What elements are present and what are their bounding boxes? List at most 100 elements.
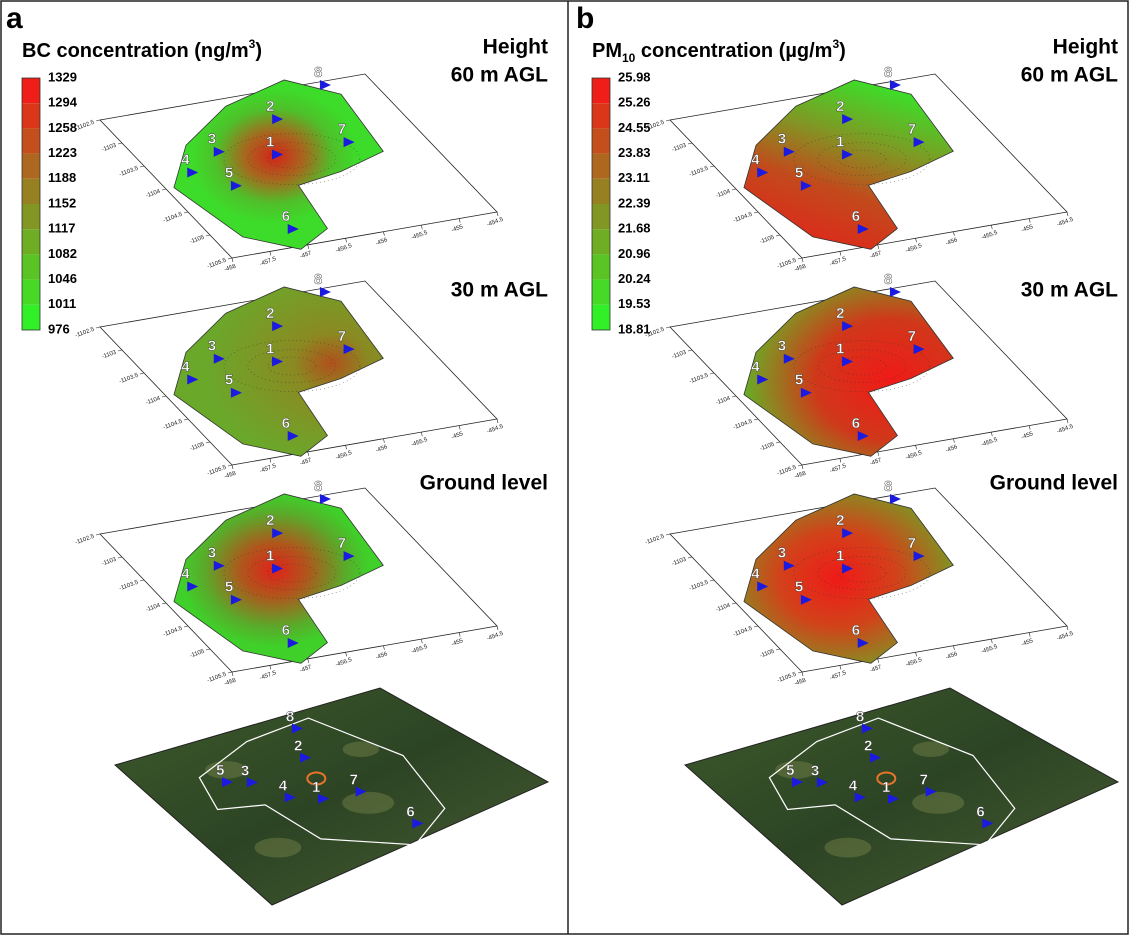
axis-tick bbox=[991, 639, 992, 643]
station-label: 4 bbox=[181, 565, 190, 582]
station-label: 5 bbox=[225, 579, 233, 596]
axis-tick bbox=[459, 633, 460, 637]
axis-tick bbox=[840, 458, 841, 462]
legend-label: 21.68 bbox=[618, 221, 651, 236]
axis-tick bbox=[308, 659, 309, 663]
axis-tick bbox=[1067, 626, 1068, 630]
legend-swatch bbox=[22, 78, 40, 103]
station-label: 8 bbox=[884, 271, 892, 288]
station-label: 2 bbox=[836, 98, 844, 115]
title-part: 10 bbox=[622, 51, 636, 65]
legend-swatch bbox=[592, 154, 610, 179]
station-label: 8 bbox=[286, 708, 294, 725]
axis-tick bbox=[162, 603, 166, 604]
axis-label: -1103.5 bbox=[688, 372, 709, 385]
station-label: 5 bbox=[216, 762, 224, 779]
axis-label: -1103 bbox=[671, 556, 688, 567]
axis-tick bbox=[232, 258, 233, 262]
title-part: ) bbox=[255, 40, 262, 62]
legend-swatch bbox=[22, 128, 40, 153]
axis-label: -1105 bbox=[759, 441, 776, 452]
axis-tick bbox=[916, 652, 917, 656]
axis-tick bbox=[232, 465, 233, 469]
legend-label: 1152 bbox=[48, 195, 76, 210]
station-label: 8 bbox=[314, 271, 322, 288]
axis-label: -456.5 bbox=[905, 657, 924, 669]
axis-label: -455.5 bbox=[980, 644, 999, 656]
legend-label: 20.24 bbox=[618, 271, 651, 286]
axis-tick bbox=[206, 235, 210, 236]
axis-label: -454.5 bbox=[486, 424, 505, 436]
legend-swatch bbox=[22, 229, 40, 254]
station-label: 7 bbox=[908, 535, 916, 552]
legend-swatch bbox=[592, 254, 610, 279]
station-label: 6 bbox=[282, 208, 290, 225]
axis-label: -458 bbox=[794, 470, 808, 480]
axis-tick bbox=[710, 373, 714, 374]
axis-tick bbox=[228, 672, 232, 673]
station-label: 1 bbox=[312, 779, 320, 796]
axis-tick bbox=[232, 672, 233, 676]
field-patch bbox=[342, 792, 394, 814]
axis-tick bbox=[1029, 633, 1030, 637]
station-label: 3 bbox=[778, 545, 786, 562]
station-label: 7 bbox=[350, 772, 358, 789]
station-label: 1 bbox=[266, 547, 274, 564]
axis-label: -458 bbox=[794, 677, 808, 687]
legend-swatch bbox=[22, 103, 40, 128]
axis-label: -1104 bbox=[145, 395, 162, 406]
axis-tick bbox=[459, 219, 460, 223]
axis-tick bbox=[1029, 219, 1030, 223]
axis-label: -1103 bbox=[101, 349, 118, 360]
axis-tick bbox=[688, 557, 692, 558]
axis-label: -455 bbox=[1021, 224, 1035, 234]
legend-swatch bbox=[22, 179, 40, 204]
axis-label: -458 bbox=[794, 263, 808, 273]
title-part: ) bbox=[839, 40, 846, 62]
axis-tick bbox=[776, 235, 780, 236]
axis-tick bbox=[206, 649, 210, 650]
station-label: 1 bbox=[836, 133, 844, 150]
axis-label: -1104.5 bbox=[162, 418, 183, 431]
axis-tick bbox=[96, 327, 100, 328]
axis-tick bbox=[710, 166, 714, 167]
axis-label: -456.5 bbox=[335, 657, 354, 669]
station-label: 7 bbox=[908, 328, 916, 345]
axis-label: -1105 bbox=[759, 234, 776, 245]
axis-label: -458 bbox=[224, 677, 238, 687]
axis-label: -458 bbox=[224, 263, 238, 273]
station-label: 3 bbox=[811, 762, 819, 779]
axis-label: -1104.5 bbox=[732, 625, 753, 638]
axis-label: -455.5 bbox=[410, 437, 429, 449]
field-patch bbox=[912, 792, 964, 814]
station-label: 3 bbox=[208, 131, 216, 148]
legend-swatch bbox=[22, 280, 40, 305]
axis-label: -1104 bbox=[715, 395, 732, 406]
axis-label: -1105 bbox=[759, 648, 776, 659]
axis-tick bbox=[1029, 426, 1030, 430]
axis-label: -457.5 bbox=[829, 256, 848, 268]
panel-letter: b bbox=[576, 2, 594, 35]
axis-label: -1104.5 bbox=[732, 211, 753, 224]
axis-tick bbox=[421, 432, 422, 436]
legend-label: 1223 bbox=[48, 145, 77, 160]
title-part: PM bbox=[592, 40, 622, 62]
axis-tick bbox=[878, 659, 879, 663]
axis-label: -454.5 bbox=[486, 217, 505, 229]
legend-swatch bbox=[22, 305, 40, 330]
legend-swatch bbox=[592, 229, 610, 254]
axis-label: -455 bbox=[451, 638, 465, 648]
axis-label: -1103 bbox=[671, 349, 688, 360]
panel-title: BC concentration (ng/m3) bbox=[22, 37, 262, 62]
station-label: 4 bbox=[751, 565, 760, 582]
station-label: 2 bbox=[266, 305, 274, 322]
legend-swatch bbox=[592, 204, 610, 229]
axis-tick bbox=[162, 396, 166, 397]
axis-tick bbox=[1067, 212, 1068, 216]
axis-tick bbox=[96, 534, 100, 535]
axis-label: -456.5 bbox=[905, 450, 924, 462]
axis-label: -1103 bbox=[101, 142, 118, 153]
axis-label: -457 bbox=[869, 250, 883, 260]
legend-label: 1046 bbox=[48, 271, 77, 286]
axis-tick bbox=[688, 143, 692, 144]
